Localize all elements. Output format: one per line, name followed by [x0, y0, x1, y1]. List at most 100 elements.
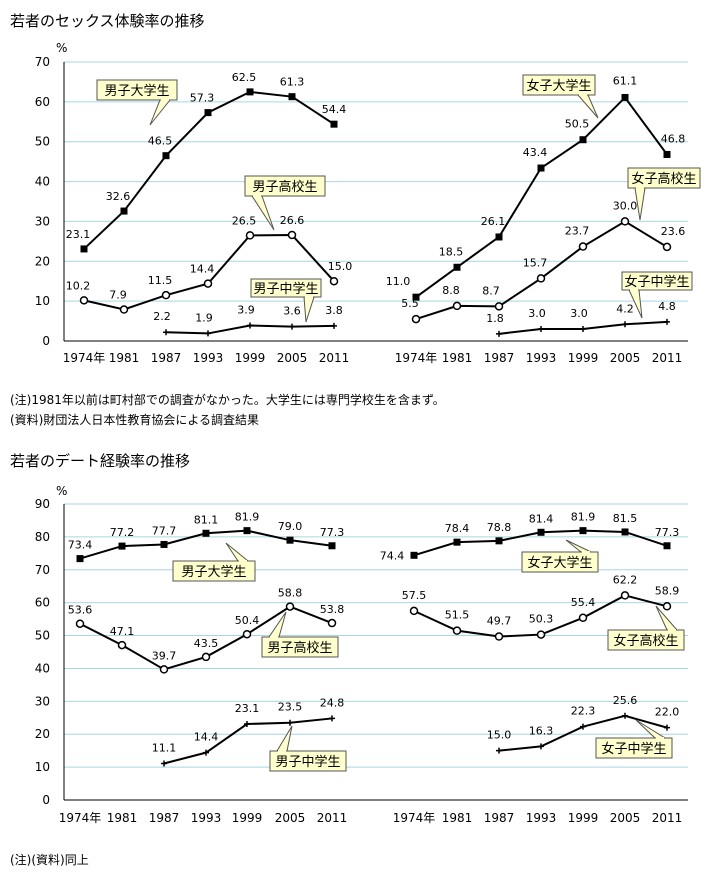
chart1-xtick-label: 1999 [235, 351, 266, 365]
chart2-data-label: 23.5 [278, 701, 303, 714]
chart1-legend-label: 女子中学生 [624, 274, 689, 290]
chart1-xtick-label: 1999 [568, 351, 599, 365]
chart1-source: (資料)財団法人日本性教育協会による調査結果 [10, 413, 260, 427]
chart2-point-plus [329, 715, 335, 722]
chart1-point-square [495, 233, 503, 241]
chart2-data-label: 49.7 [487, 615, 512, 628]
chart1-data-label: 15.7 [523, 256, 548, 269]
chart2-point-plus [664, 724, 670, 731]
chart2-point-square [621, 528, 629, 536]
chart1-xtick-label: 1993 [193, 351, 224, 365]
chart1-xtick-label: 2011 [652, 351, 683, 365]
chart1-point-square [204, 109, 212, 117]
chart1-ytick-label: 30 [35, 214, 50, 228]
chart2-xtick-label: 1987 [149, 811, 180, 825]
chart1-data-label: 11.0 [386, 275, 411, 288]
chart2-ytick-label: 30 [35, 694, 50, 708]
chart1-title: 若者のセックス体験率の推移 [10, 12, 205, 30]
chart2-ytick-label: 60 [35, 596, 50, 610]
chart2-point-circle [620, 591, 630, 600]
chart2-data-label: 77.7 [152, 524, 177, 537]
chart2-callout-box [607, 629, 685, 651]
chart1-point-square [162, 152, 170, 160]
chart1-callout-pointer [576, 94, 599, 119]
chart2-data-label: 47.1 [110, 625, 135, 638]
chart2-xtick-label: 1987 [484, 811, 515, 825]
chart2-data-label: 81.1 [194, 513, 219, 526]
chart2-legend-label: 女子高校生 [613, 633, 678, 649]
chart2-xtick-label: 1981 [107, 811, 138, 825]
chart1-data-label: 8.7 [482, 284, 500, 297]
chart2-point-circle [201, 652, 211, 662]
chart2-data-label: 77.3 [655, 526, 680, 539]
chart2-data-label: 50.3 [529, 613, 554, 626]
chart1-legend-label: 男子大学生 [104, 83, 169, 99]
chart2-note: (注)(資料)同上 [10, 853, 89, 867]
chart1-ytick-label: 60 [35, 95, 50, 109]
chart2-point-circle [494, 632, 504, 641]
chart1-point-plus [496, 330, 502, 337]
chart1-data-label: 1.9 [195, 311, 213, 324]
chart2-data-label: 77.3 [320, 526, 345, 539]
chart1-point-circle [79, 296, 89, 305]
chart2-data-label: 81.5 [613, 512, 638, 525]
chart1-legend-label: 女子大学生 [526, 78, 591, 94]
chart2-callout-pointer [225, 542, 250, 562]
chart2-point-plus [580, 723, 586, 730]
chart2-data-label: 22.0 [655, 706, 680, 719]
chart1-data-label: 26.6 [280, 214, 305, 227]
chart1-xtick-label: 1974年 [63, 351, 106, 365]
chart2-point-square [202, 529, 210, 537]
chart2-xtick-label: 2011 [317, 811, 348, 825]
chart2-data-label: 57.5 [402, 589, 427, 602]
chart1-data-label: 3.9 [237, 303, 255, 316]
chart1-point-circle [329, 276, 339, 286]
chart2-point-circle [452, 626, 462, 635]
chart1-callout-box [621, 271, 693, 291]
chart2-point-square [286, 536, 294, 544]
chart1-data-label: 32.6 [106, 190, 131, 203]
chart2-point-square [663, 542, 671, 550]
chart2-point-circle [536, 630, 546, 639]
chart1-point-circle [620, 217, 630, 226]
chart1-point-circle [203, 279, 213, 288]
chart2-data-label: 24.8 [320, 696, 345, 709]
chart1-xtick-label: 1987 [151, 351, 182, 365]
chart1-data-label: 18.5 [439, 245, 464, 258]
chart2-xtick-label: 1993 [526, 811, 557, 825]
chart2-data-label: 22.3 [571, 705, 596, 718]
chart2-point-square [328, 542, 336, 550]
chart2-callout-box [269, 750, 347, 772]
chart1-data-label: 14.4 [190, 263, 215, 276]
chart2-point-plus [203, 749, 209, 756]
chart2-point-circle [662, 602, 672, 611]
chart1-ytick-label: 50 [35, 135, 50, 149]
chart1-point-square [412, 293, 420, 301]
chart2-data-label: 78.8 [487, 521, 512, 534]
chart2-point-square [453, 538, 461, 546]
chart1-legend-label: 男子中学生 [253, 281, 318, 297]
chart2-point-circle [285, 602, 295, 611]
chart1-data-label: 26.1 [481, 215, 506, 228]
chart2-point-circle [159, 665, 169, 674]
chart1-xtick-label: 2011 [319, 351, 350, 365]
chart2-point-circle [327, 618, 337, 628]
chart2-point-circle [117, 640, 127, 650]
chart2-data-label: 58.8 [278, 587, 303, 600]
chart2-point-square [160, 540, 168, 548]
chart1-callout-pointer [303, 296, 315, 323]
chart1-point-square [621, 93, 629, 101]
chart2-ylabel: % [56, 484, 67, 498]
chart1-data-label: 23.6 [661, 225, 686, 238]
chart1-point-square [120, 207, 128, 215]
chart2-data-label: 16.3 [529, 724, 554, 737]
chart2-legend-label: 男子中学生 [275, 754, 340, 770]
chart1-ylabel: % [56, 41, 67, 55]
chart2-data-label: 53.6 [68, 604, 93, 617]
chart1-point-plus [289, 323, 295, 330]
chart2-ytick-label: 10 [35, 760, 50, 774]
chart2-xtick-label: 1999 [568, 811, 599, 825]
chart1-ytick-label: 20 [35, 254, 50, 268]
chart2-data-label: 51.5 [445, 609, 470, 622]
chart2-xtick-label: 1999 [232, 811, 263, 825]
